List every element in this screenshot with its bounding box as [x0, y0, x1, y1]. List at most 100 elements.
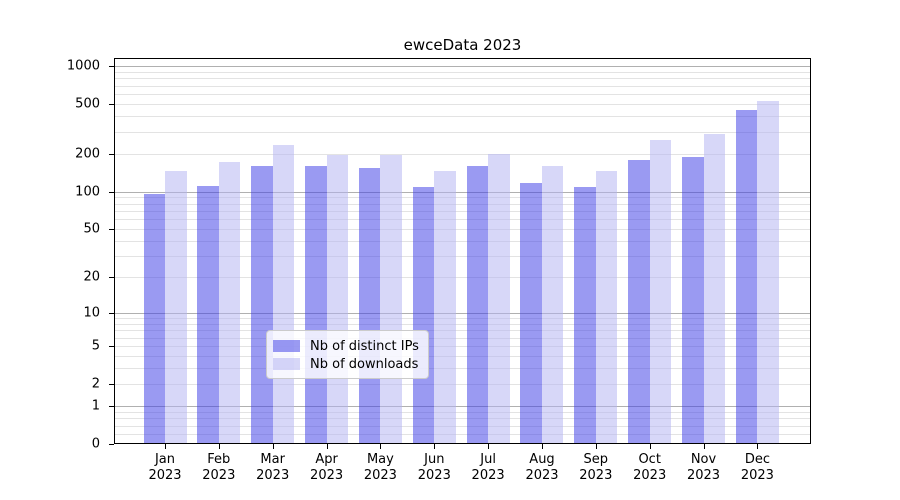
x-tick-mark — [703, 444, 705, 449]
bar-may-downloads — [380, 154, 402, 444]
y-tick-label: 10 — [83, 305, 100, 321]
legend: Nb of distinct IPs Nb of downloads — [266, 330, 429, 379]
minor-gridline — [114, 93, 811, 95]
x-tick-label-jun: Jun 2023 — [417, 452, 451, 483]
x-tick-label-sep: Sep 2023 — [579, 452, 613, 483]
minor-gridline — [114, 323, 811, 325]
minor-gridline — [114, 131, 811, 133]
minor-gridline — [114, 425, 811, 427]
bar-oct-downloads — [649, 139, 672, 444]
y-tick-label: 1000 — [66, 58, 100, 74]
minor-gridline — [114, 368, 811, 370]
y-tick-label: 2 — [91, 376, 100, 392]
major-gridline — [114, 312, 811, 314]
y-tick-mark — [109, 153, 114, 155]
x-tick-mark — [434, 444, 436, 449]
x-tick-label-aug: Aug 2023 — [525, 452, 559, 483]
bar-jul-distinct-ips — [466, 165, 489, 444]
x-tick-label-apr: Apr 2023 — [310, 452, 344, 483]
x-tick-label-mar: Mar 2023 — [256, 452, 290, 483]
x-tick-mark — [488, 444, 490, 449]
minor-gridline — [114, 78, 811, 80]
y-tick-mark — [109, 312, 114, 314]
y-tick-label: 500 — [75, 96, 100, 112]
x-tick-mark — [272, 444, 274, 449]
y-tick-label: 200 — [75, 146, 100, 162]
minor-gridline — [114, 383, 811, 385]
bar-oct-distinct-ips — [628, 159, 650, 444]
minor-gridline — [114, 71, 811, 73]
minor-gridline — [114, 277, 811, 279]
y-tick-label: 0 — [91, 436, 100, 452]
minor-gridline — [114, 197, 811, 199]
bar-nov-downloads — [703, 133, 725, 444]
bar-dec-distinct-ips — [735, 109, 758, 444]
x-tick-mark — [326, 444, 328, 449]
bar-sep-distinct-ips — [574, 186, 596, 444]
x-tick-mark — [542, 444, 543, 449]
legend-swatch — [273, 340, 300, 352]
y-tick-mark — [109, 66, 114, 67]
minor-gridline — [114, 318, 811, 319]
y-tick-mark — [109, 383, 114, 385]
x-tick-label-dec: Dec 2023 — [740, 452, 774, 483]
major-gridline — [114, 191, 811, 193]
minor-gridline — [114, 203, 811, 205]
y-tick-label: 5 — [91, 338, 100, 354]
minor-gridline — [114, 256, 811, 258]
y-tick-mark — [109, 346, 114, 347]
bar-aug-downloads — [541, 166, 564, 444]
legend-label: Nb of distinct IPs — [310, 338, 419, 354]
y-tick-mark — [109, 406, 114, 408]
x-tick-label-jan: Jan 2023 — [148, 452, 182, 483]
legend-item-distinct-ips: Nb of distinct IPs — [273, 338, 420, 354]
x-tick-mark — [757, 444, 759, 449]
y-tick-label: 50 — [83, 221, 100, 237]
x-tick-mark — [649, 444, 651, 449]
x-tick-label-feb: Feb 2023 — [202, 452, 236, 483]
x-tick-label-may: May 2023 — [363, 452, 397, 483]
bar-jun-distinct-ips — [412, 187, 435, 444]
x-tick-label-oct: Oct 2023 — [633, 452, 667, 483]
x-tick-mark — [380, 444, 382, 449]
legend-swatch — [273, 358, 300, 370]
x-tick-mark — [595, 444, 597, 449]
minor-gridline — [114, 219, 811, 221]
bar-may-distinct-ips — [358, 167, 381, 444]
y-tick-label: 100 — [75, 184, 100, 199]
minor-gridline — [114, 85, 811, 87]
x-tick-mark — [165, 444, 166, 449]
bar-sep-downloads — [595, 170, 618, 444]
y-tick-mark — [109, 444, 114, 445]
major-gridline — [114, 66, 811, 67]
bar-feb-distinct-ips — [197, 185, 219, 444]
bar-jul-downloads — [488, 153, 510, 444]
bar-dec-downloads — [757, 101, 779, 444]
bar-feb-downloads — [218, 161, 241, 444]
minor-gridline — [114, 330, 811, 332]
bar-nov-distinct-ips — [682, 156, 704, 444]
minor-gridline — [114, 153, 811, 155]
bar-mar-distinct-ips — [251, 166, 273, 444]
x-tick-mark — [218, 444, 220, 449]
minor-gridline — [114, 210, 811, 212]
plot-area — [114, 58, 811, 444]
y-tick-label: 20 — [83, 269, 100, 285]
x-tick-label-jul: Jul 2023 — [471, 452, 505, 483]
minor-gridline — [114, 228, 811, 230]
bar-apr-distinct-ips — [305, 166, 327, 444]
y-tick-label: 1 — [91, 398, 100, 414]
x-tick-label-nov: Nov 2023 — [686, 452, 721, 483]
minor-gridline — [114, 337, 811, 339]
bar-jun-downloads — [434, 171, 456, 444]
bar-mar-downloads — [272, 145, 295, 444]
major-gridline — [114, 406, 811, 408]
y-tick-mark — [109, 103, 114, 105]
minor-gridline — [114, 355, 811, 357]
minor-gridline — [114, 434, 811, 435]
minor-gridline — [114, 240, 811, 242]
legend-label: Nb of downloads — [310, 356, 419, 372]
bar-jan-distinct-ips — [143, 194, 165, 444]
minor-gridline — [114, 116, 811, 117]
